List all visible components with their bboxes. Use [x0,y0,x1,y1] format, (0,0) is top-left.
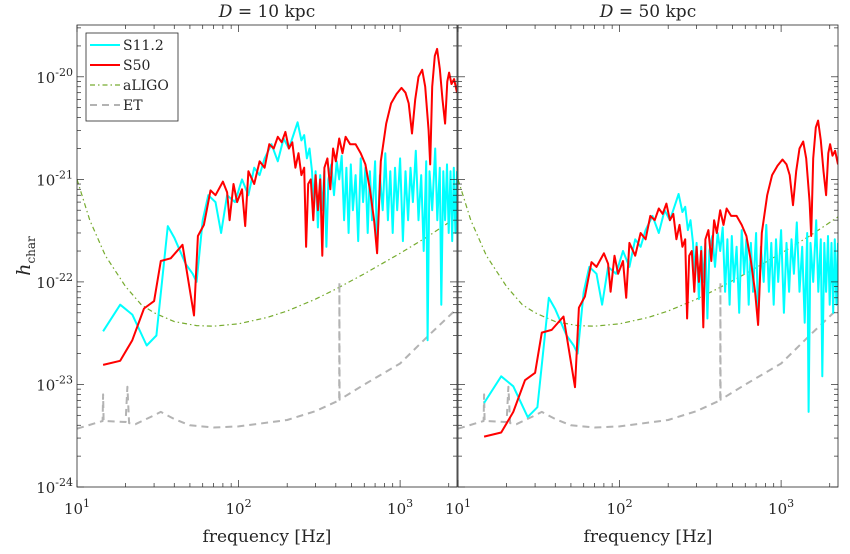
series-s50-line [102,47,457,366]
panel-title: D = 50 kpc [599,2,696,22]
series-s11-2-line [102,121,457,347]
series-s11-2-line [483,193,838,419]
legend-box [85,32,179,122]
x-axis-label: frequency [Hz] [584,527,713,547]
series-et-line [77,280,457,430]
legend: S11.2 S50 aLIGO ET [85,32,179,122]
x-tick-label: 102 [607,497,633,518]
y-axis-label: hchar [13,236,38,276]
axes-box [76,24,458,488]
x-tick-label: 103 [768,497,794,518]
y-tick-label: 10-21 [36,168,73,189]
legend-label: aLIGO [123,78,169,94]
series-aligo-line [77,179,457,327]
legend-label: S11.2 [123,38,164,54]
panel-50kpc: D = 50 kpc frequency [Hz] 101 102 103 [445,2,839,547]
legend-label: ET [123,98,143,114]
legend-label: S50 [123,58,150,74]
y-tick-label: 10-23 [36,373,73,394]
x-tick-label: 101 [64,497,90,518]
y-tick-label: 10-22 [36,271,73,292]
y-tick-label: 10-20 [36,66,73,87]
x-axis-label: frequency [Hz] [203,527,332,547]
panel-title: D = 10 kpc [218,2,315,22]
axes-box [457,24,839,488]
y-tick-label: 10-24 [36,476,73,497]
series-et-line [458,280,838,430]
panel-10kpc: D = 10 kpc frequency [Hz] hchar 101 102 10… [13,2,458,547]
x-tick-label: 101 [445,497,471,518]
x-tick-label: 103 [387,497,413,518]
series-s50-line [483,119,838,438]
x-tick-label: 102 [226,497,252,518]
